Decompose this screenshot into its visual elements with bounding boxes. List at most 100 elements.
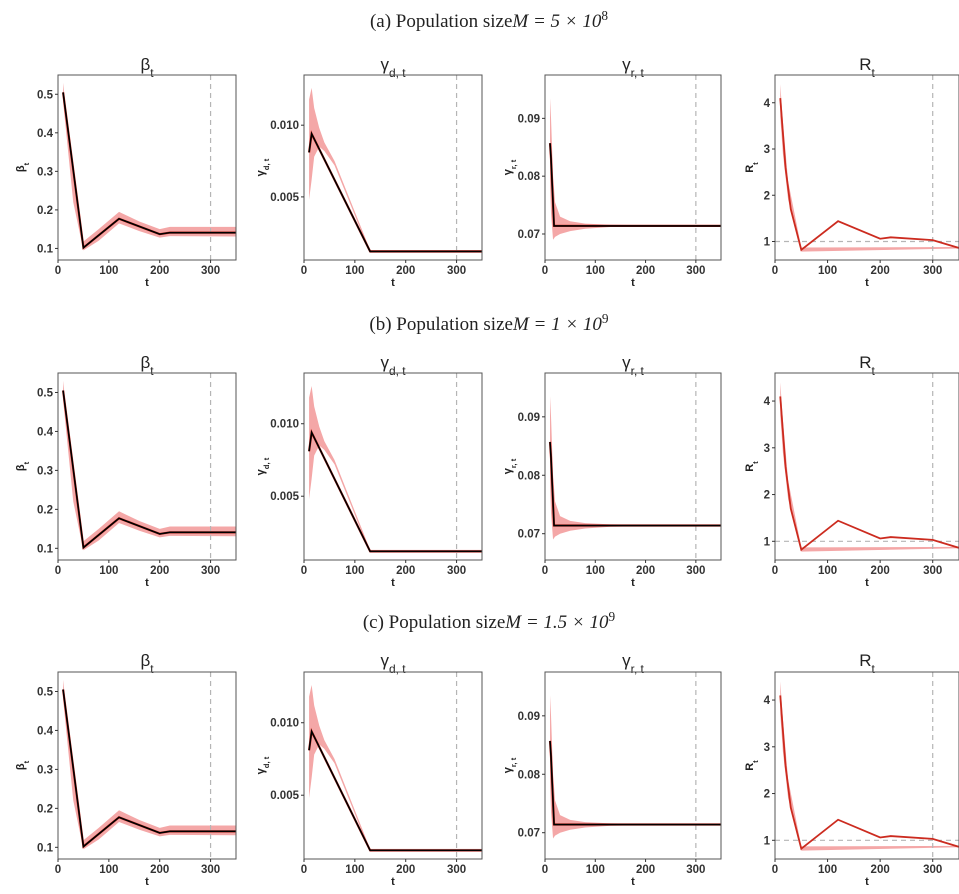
row-caption-label: (a) Population size [370,11,512,32]
x-axis-label: t [391,277,395,289]
x-axis-label: t [631,577,635,589]
y-tick-label: 0.1 [37,243,54,255]
y-tick-label: 0.4 [37,426,54,438]
row-caption-label: (c) Population size [363,612,505,633]
panel-title: γr, t [622,55,644,80]
x-tick-label: 0 [301,265,307,277]
y-tick-label: 0.08 [518,470,541,482]
y-tick-label: 4 [764,396,771,408]
panel-title-sub: d, t [389,66,406,80]
y-axis-label: γr, t [502,458,518,474]
x-tick-label: 200 [150,265,169,277]
panel-title-base: R [859,353,871,372]
x-tick-label: 100 [345,565,364,577]
panel-title-base: γ [380,353,389,372]
plot-area [307,672,482,859]
x-tick-label: 0 [55,864,61,876]
y-axis-label-sub: t [751,461,760,464]
x-axis-label: t [865,876,869,888]
plot-frame [57,74,237,261]
x-tick-label: 100 [345,265,364,277]
y-tick-label: 0.010 [270,120,299,132]
y-tick-label: 0.005 [270,491,299,503]
x-tick-label: 300 [447,265,466,277]
y-tick-label: 2 [764,789,770,801]
y-tick-label: 0.010 [270,419,299,431]
x-tick-label: 100 [586,565,605,577]
panel-title-sub: t [871,66,875,80]
x-tick-label: 300 [686,265,705,277]
panel-title-sub: t [871,364,875,378]
y-axis-label: βt [15,461,31,471]
x-axis-label: t [391,876,395,888]
y-axis-label-base: β [15,165,27,172]
y-axis-label-sub: d, t [262,158,271,170]
plot-area [61,373,236,560]
plot-area [307,373,482,560]
x-tick-label: 300 [447,864,466,876]
x-tick-label: 200 [396,864,415,876]
row-caption-label: (b) Population size [369,314,513,335]
x-tick-label: 300 [686,565,705,577]
row-caption-exponent: 9 [602,311,609,326]
y-tick-label: 0.09 [518,711,540,723]
y-axis-label-base: R [744,464,756,472]
x-tick-label: 300 [201,565,220,577]
plot-area [548,672,721,859]
panel-title-sub: r, t [631,364,645,378]
x-tick-label: 200 [150,864,169,876]
x-tick-label: 0 [55,565,61,577]
y-tick-label: 3 [764,144,770,156]
x-tick-label: 100 [99,864,118,876]
panel-title: βt [140,651,154,676]
y-axis-label-base: γ [502,766,514,773]
x-tick-label: 200 [396,265,415,277]
y-axis-label-sub: t [22,760,31,763]
y-tick-label: 1 [764,237,771,249]
y-tick-label: 0.4 [37,725,54,737]
estimate-line [308,131,482,253]
row-caption-math: M = 1 × 10 [512,314,602,335]
plot-frame [57,671,237,860]
x-axis-label: t [145,876,149,888]
x-tick-label: 200 [871,265,890,277]
plot-area [775,672,959,859]
y-tick-label: 0.2 [37,504,53,516]
x-tick-label: 0 [772,864,778,876]
plot-area [308,75,482,260]
y-axis-label-sub: t [751,162,760,165]
x-axis-label: t [865,277,869,289]
y-axis-label: γr, t [502,159,518,175]
plot-frame [774,74,959,261]
x-tick-label: 100 [818,265,837,277]
true-value-line [61,689,236,849]
x-tick-label: 300 [447,565,466,577]
y-tick-label: 0.07 [518,229,540,241]
x-tick-label: 0 [542,864,548,876]
x-tick-label: 100 [99,565,118,577]
y-tick-label: 3 [764,742,770,754]
row-caption-math: M = 5 × 10 [511,11,601,32]
y-tick-label: 1 [764,835,771,847]
x-tick-label: 100 [818,565,837,577]
y-tick-label: 0.07 [518,828,540,840]
y-tick-label: 3 [764,443,770,455]
x-tick-label: 300 [923,265,942,277]
plot-frame [774,671,959,860]
y-tick-label: 0.005 [270,192,299,204]
panel-title-sub: d, t [389,364,406,378]
x-tick-label: 200 [396,565,415,577]
plot-area [775,373,959,560]
panel-title: γd, t [380,55,406,80]
x-tick-label: 0 [772,265,778,277]
x-axis-label: t [631,876,635,888]
x-tick-label: 100 [99,265,118,277]
